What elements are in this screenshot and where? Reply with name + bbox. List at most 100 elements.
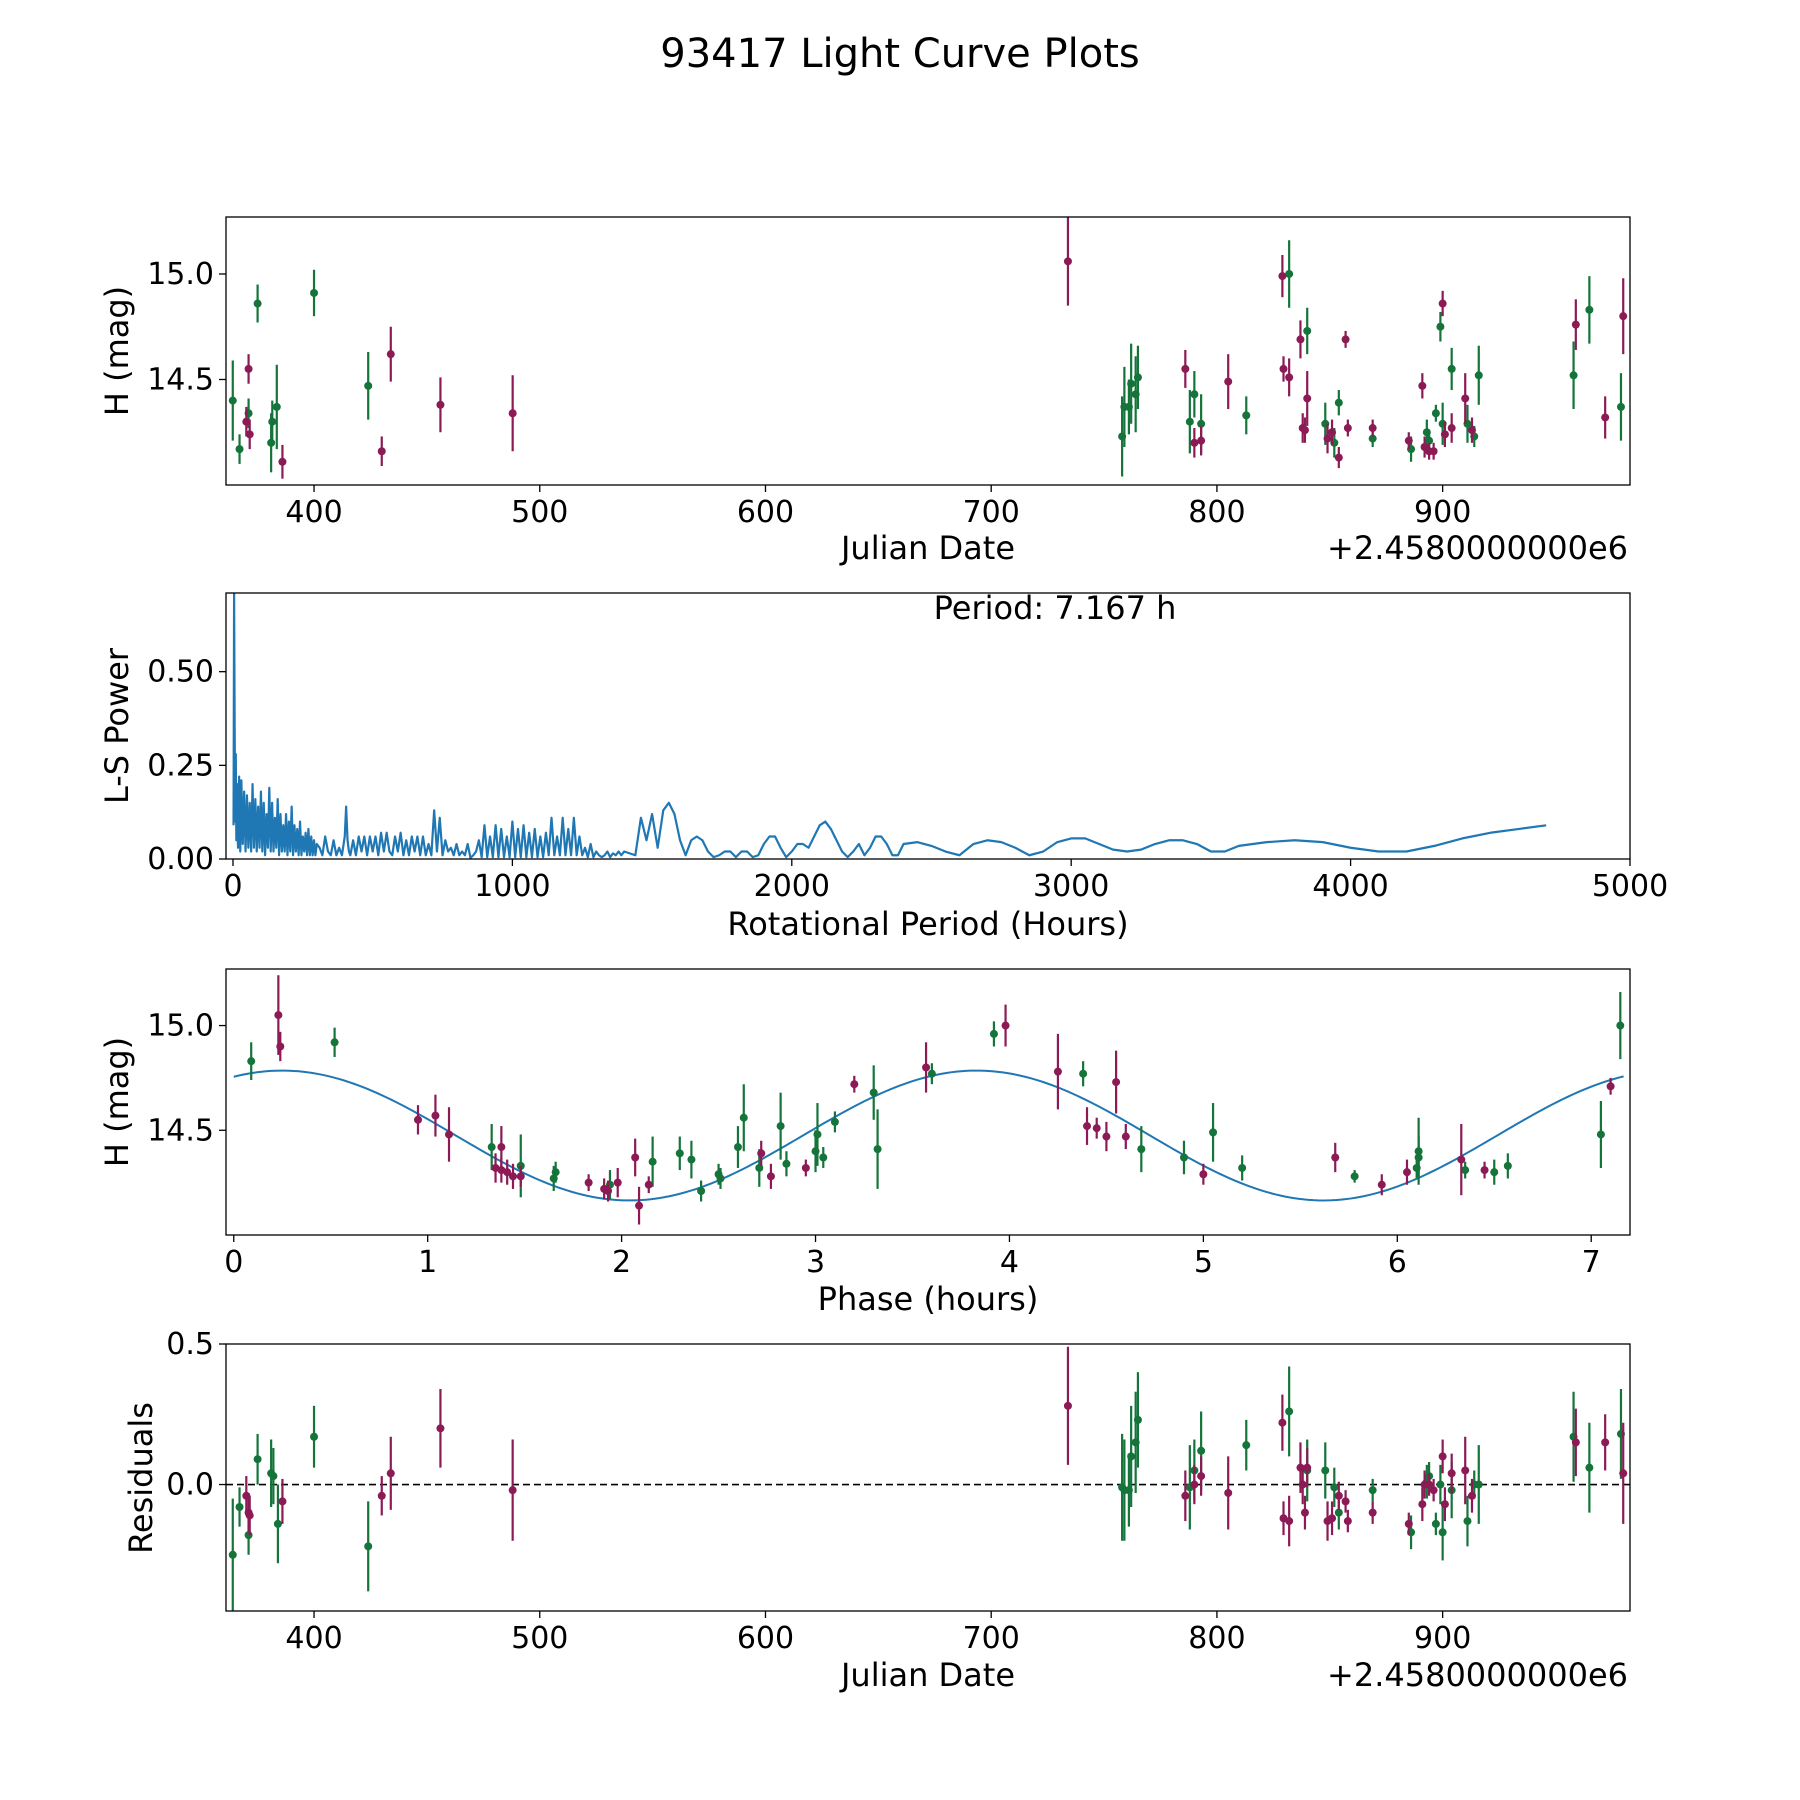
lightcurve-data-point <box>235 445 244 454</box>
phased-data-point <box>687 1155 696 1164</box>
residuals-data-point <box>1278 1418 1287 1427</box>
lightcurve-data-point <box>1467 426 1476 435</box>
phased-data-point <box>819 1153 828 1162</box>
lightcurve-data-point <box>1285 373 1294 382</box>
residuals-data-point <box>1436 1480 1445 1489</box>
residuals-data-point <box>1438 1452 1447 1461</box>
residuals-data-point <box>235 1503 244 1512</box>
lightcurve-xlabel: Julian Date <box>839 529 1015 567</box>
phased-data-point <box>1350 1172 1359 1181</box>
phased-data-point <box>739 1113 748 1122</box>
residuals-data-point <box>386 1469 395 1478</box>
residuals-data-point <box>310 1432 319 1441</box>
lightcurve-data-point <box>1461 394 1470 403</box>
residuals-panel: 400 500 600 700 800 900 0.0 0.5 Julian Date Res… <box>122 1327 1631 1694</box>
phased-data-point <box>1137 1145 1146 1154</box>
phased-data-point <box>487 1143 496 1152</box>
periodogram-xtick-label: 3000 <box>1033 869 1109 904</box>
residuals-data-point <box>1285 1517 1294 1526</box>
phased-data-point <box>1480 1166 1489 1175</box>
phased-data-point <box>1414 1147 1423 1156</box>
phased-xlabel: Phase (hours) <box>818 1280 1039 1318</box>
lightcurve-data-point <box>1436 322 1445 331</box>
phased-data-point <box>330 1038 339 1047</box>
residuals-data-point <box>1127 1452 1136 1461</box>
residuals-ytick-label: 0.0 <box>166 1468 214 1503</box>
phased-data-point <box>1402 1168 1411 1177</box>
lightcurve-data-point <box>272 402 281 411</box>
residuals-data-point <box>1585 1463 1594 1472</box>
phased-data-point <box>755 1163 764 1172</box>
phased-panel: 0 1 2 3 4 5 6 7 14.5 15.0 Phase (hours) H (mag) <box>98 968 1631 1318</box>
lightcurve-data-point <box>1447 424 1456 433</box>
phased-data-point <box>509 1172 518 1181</box>
phased-fit-curve <box>233 1069 1624 1202</box>
phased-data-point <box>445 1130 454 1139</box>
period-annotation: Period: 7.167 h <box>934 589 1177 627</box>
lightcurve-xtick-label: 800 <box>1188 495 1245 530</box>
lightcurve-ytick-label: 15.0 <box>147 257 214 292</box>
lightcurve-data-point <box>1334 398 1343 407</box>
residuals-data-point <box>1197 1472 1206 1481</box>
phased-data-point <box>635 1201 644 1210</box>
residuals-data-point <box>1474 1480 1483 1489</box>
lightcurve-data-point <box>1447 364 1456 373</box>
phased-data-point <box>1238 1163 1247 1172</box>
phased-data-point <box>516 1172 525 1181</box>
lightcurve-data-point <box>1197 436 1206 445</box>
residuals-data-point <box>1330 1483 1339 1492</box>
lightcurve-data-point <box>1133 373 1142 382</box>
residuals-data-point <box>1368 1486 1377 1495</box>
phased-data-point <box>850 1080 859 1089</box>
residuals-data-point <box>1438 1528 1447 1537</box>
lightcurve-data-point <box>1429 447 1438 456</box>
lightcurve-data-point <box>253 299 262 308</box>
lightcurve-data-point <box>1474 371 1483 380</box>
lightcurve-data-point <box>377 447 386 456</box>
residuals-data-point <box>1431 1519 1440 1528</box>
periodogram-ytick-label: 0.00 <box>147 842 214 877</box>
phased-data-point <box>413 1115 422 1124</box>
residuals-data-point <box>1133 1415 1142 1424</box>
lightcurve-frame <box>225 216 1631 486</box>
residuals-ylabel: Residuals <box>122 1402 160 1554</box>
periodogram-xtick-label: 5000 <box>1592 869 1668 904</box>
phased-data-point <box>1377 1180 1386 1189</box>
residuals-data-point <box>1461 1466 1470 1475</box>
lightcurve-xtick-label: 900 <box>1414 495 1471 530</box>
residuals-data-point <box>1447 1469 1456 1478</box>
lightcurve-data-point <box>310 288 319 297</box>
residuals-data-point <box>1601 1438 1610 1447</box>
lightcurve-data-point <box>1224 377 1233 386</box>
lightcurve-data-point <box>245 430 254 439</box>
residuals-data-point <box>245 1511 254 1520</box>
phased-data-point <box>989 1029 998 1038</box>
lightcurve-data-point <box>1190 390 1199 399</box>
residuals-data-point <box>364 1542 373 1551</box>
lightcurve-data-point <box>386 350 395 359</box>
periodogram-power-line <box>232 593 1547 859</box>
phased-plot-area <box>233 975 1625 1225</box>
residuals-data-point <box>1300 1508 1309 1517</box>
lightcurve-data-point <box>244 364 253 373</box>
residuals-data-point <box>1404 1519 1413 1528</box>
residuals-data-point <box>1467 1491 1476 1500</box>
phased-data-point <box>801 1163 810 1172</box>
lightcurve-data-point <box>1601 413 1610 422</box>
phased-data-point <box>782 1159 791 1168</box>
lightcurve-offset-text: +2.4580000000e6 <box>1327 529 1628 567</box>
phased-ylabel: H (mag) <box>98 1037 136 1167</box>
lightcurve-data-point <box>1181 364 1190 373</box>
phased-data-point <box>584 1178 593 1187</box>
residuals-xtick-label: 500 <box>511 1621 568 1656</box>
periodogram-frame <box>225 592 1631 860</box>
residuals-data-point <box>1440 1500 1449 1509</box>
phased-data-point <box>830 1117 839 1126</box>
periodogram-xlabel: Rotational Period (Hours) <box>727 905 1128 943</box>
phased-xtick-label: 4 <box>1000 1245 1019 1280</box>
lightcurve-data-point <box>1185 417 1194 426</box>
phased-xtick-label: 7 <box>1582 1245 1601 1280</box>
phased-data-point <box>1461 1166 1470 1175</box>
